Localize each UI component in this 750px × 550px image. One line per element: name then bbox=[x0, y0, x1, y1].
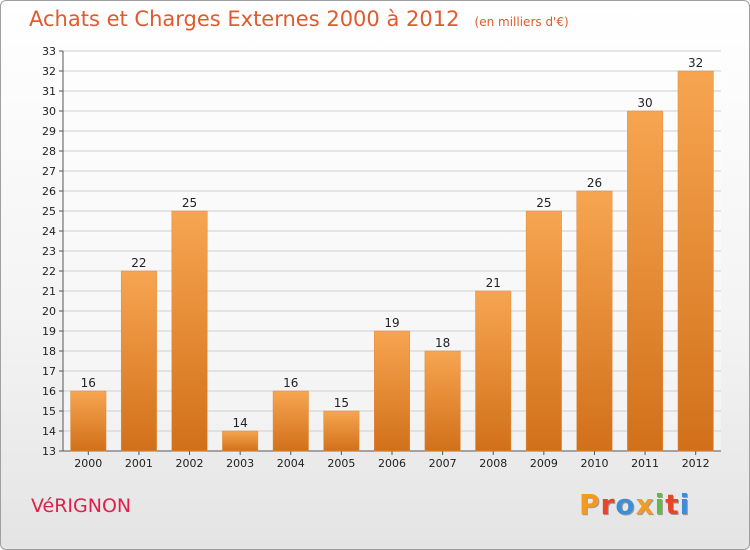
bar bbox=[627, 110, 664, 452]
labels: 13 14 15 16 17 18 19 20 21 22 23 24 25 26 27 28 29 30 31 32… bbox=[42, 45, 710, 470]
y-tick-label: 27 bbox=[42, 165, 56, 178]
data-label: 16 bbox=[81, 376, 96, 390]
y-tick-label: 14 bbox=[42, 425, 56, 438]
data-label: 19 bbox=[384, 316, 399, 330]
data-label: 21 bbox=[486, 276, 501, 290]
bar bbox=[677, 70, 714, 452]
data-label: 14 bbox=[233, 416, 248, 430]
x-tick-label: 2011 bbox=[631, 457, 659, 470]
chart-title-block: Achats et Charges Externes 2000 à 2012 (… bbox=[29, 7, 569, 31]
bar bbox=[323, 410, 360, 452]
x-tick-label: 2010 bbox=[580, 457, 608, 470]
logo-letter: x bbox=[635, 488, 655, 521]
y-tick-label: 17 bbox=[42, 365, 56, 378]
y-tick-label: 31 bbox=[42, 85, 56, 98]
bar bbox=[475, 290, 512, 452]
bar bbox=[171, 210, 208, 452]
y-tick-label: 13 bbox=[42, 445, 56, 458]
logo-letter: t bbox=[665, 488, 680, 521]
y-tick-label: 23 bbox=[42, 245, 56, 258]
y-tick-label: 28 bbox=[42, 145, 56, 158]
y-tick-label: 18 bbox=[42, 345, 56, 358]
proxiti-logo: Proxiti bbox=[579, 488, 690, 521]
x-tick-label: 2000 bbox=[74, 457, 102, 470]
y-tick-label: 22 bbox=[42, 265, 56, 278]
data-label: 30 bbox=[637, 96, 652, 110]
data-label: 16 bbox=[283, 376, 298, 390]
x-tick-label: 2002 bbox=[176, 457, 204, 470]
data-label: 25 bbox=[182, 196, 197, 210]
data-label: 15 bbox=[334, 396, 349, 410]
data-label: 25 bbox=[536, 196, 551, 210]
y-tick-label: 25 bbox=[42, 205, 56, 218]
y-tick-label: 16 bbox=[42, 385, 56, 398]
data-label: 32 bbox=[688, 56, 703, 70]
x-tick-label: 2001 bbox=[125, 457, 153, 470]
logo-letter: r bbox=[600, 488, 616, 521]
bar bbox=[374, 330, 410, 452]
bar bbox=[576, 190, 613, 452]
logo-letter: o bbox=[615, 488, 636, 521]
chart-title: Achats et Charges Externes 2000 à 2012 bbox=[29, 7, 460, 31]
place-name: VéRIGNON bbox=[31, 495, 132, 517]
data-label: 26 bbox=[587, 176, 602, 190]
x-tick-label: 2007 bbox=[429, 457, 457, 470]
bar bbox=[424, 350, 461, 452]
y-tick-label: 30 bbox=[42, 105, 56, 118]
data-label: 18 bbox=[435, 336, 450, 350]
bars bbox=[70, 70, 714, 452]
y-tick-label: 33 bbox=[42, 45, 56, 58]
logo-letter: i bbox=[679, 488, 691, 521]
bar bbox=[70, 390, 107, 452]
bar bbox=[222, 430, 259, 452]
y-tick-label: 26 bbox=[42, 185, 56, 198]
y-tick-label: 24 bbox=[42, 225, 56, 238]
chart-unit: (en milliers d'€) bbox=[474, 15, 569, 29]
x-tick-label: 2008 bbox=[479, 457, 507, 470]
bar bbox=[525, 210, 562, 452]
data-label: 22 bbox=[131, 256, 146, 270]
logo-letter: P bbox=[579, 488, 601, 521]
bar bbox=[120, 270, 157, 452]
x-tick-label: 2012 bbox=[682, 457, 710, 470]
y-tick-label: 19 bbox=[42, 325, 56, 338]
x-tick-label: 2004 bbox=[277, 457, 305, 470]
y-tick-label: 21 bbox=[42, 285, 56, 298]
y-tick-label: 29 bbox=[42, 125, 56, 138]
y-tick-label: 20 bbox=[42, 305, 56, 318]
bar bbox=[272, 390, 309, 452]
x-tick-label: 2009 bbox=[530, 457, 558, 470]
logo-letter: i bbox=[654, 488, 666, 521]
y-tick-label: 15 bbox=[42, 405, 56, 418]
x-tick-label: 2006 bbox=[378, 457, 406, 470]
x-tick-label: 2005 bbox=[327, 457, 355, 470]
x-tick-label: 2003 bbox=[226, 457, 254, 470]
y-tick-label: 32 bbox=[42, 65, 56, 78]
